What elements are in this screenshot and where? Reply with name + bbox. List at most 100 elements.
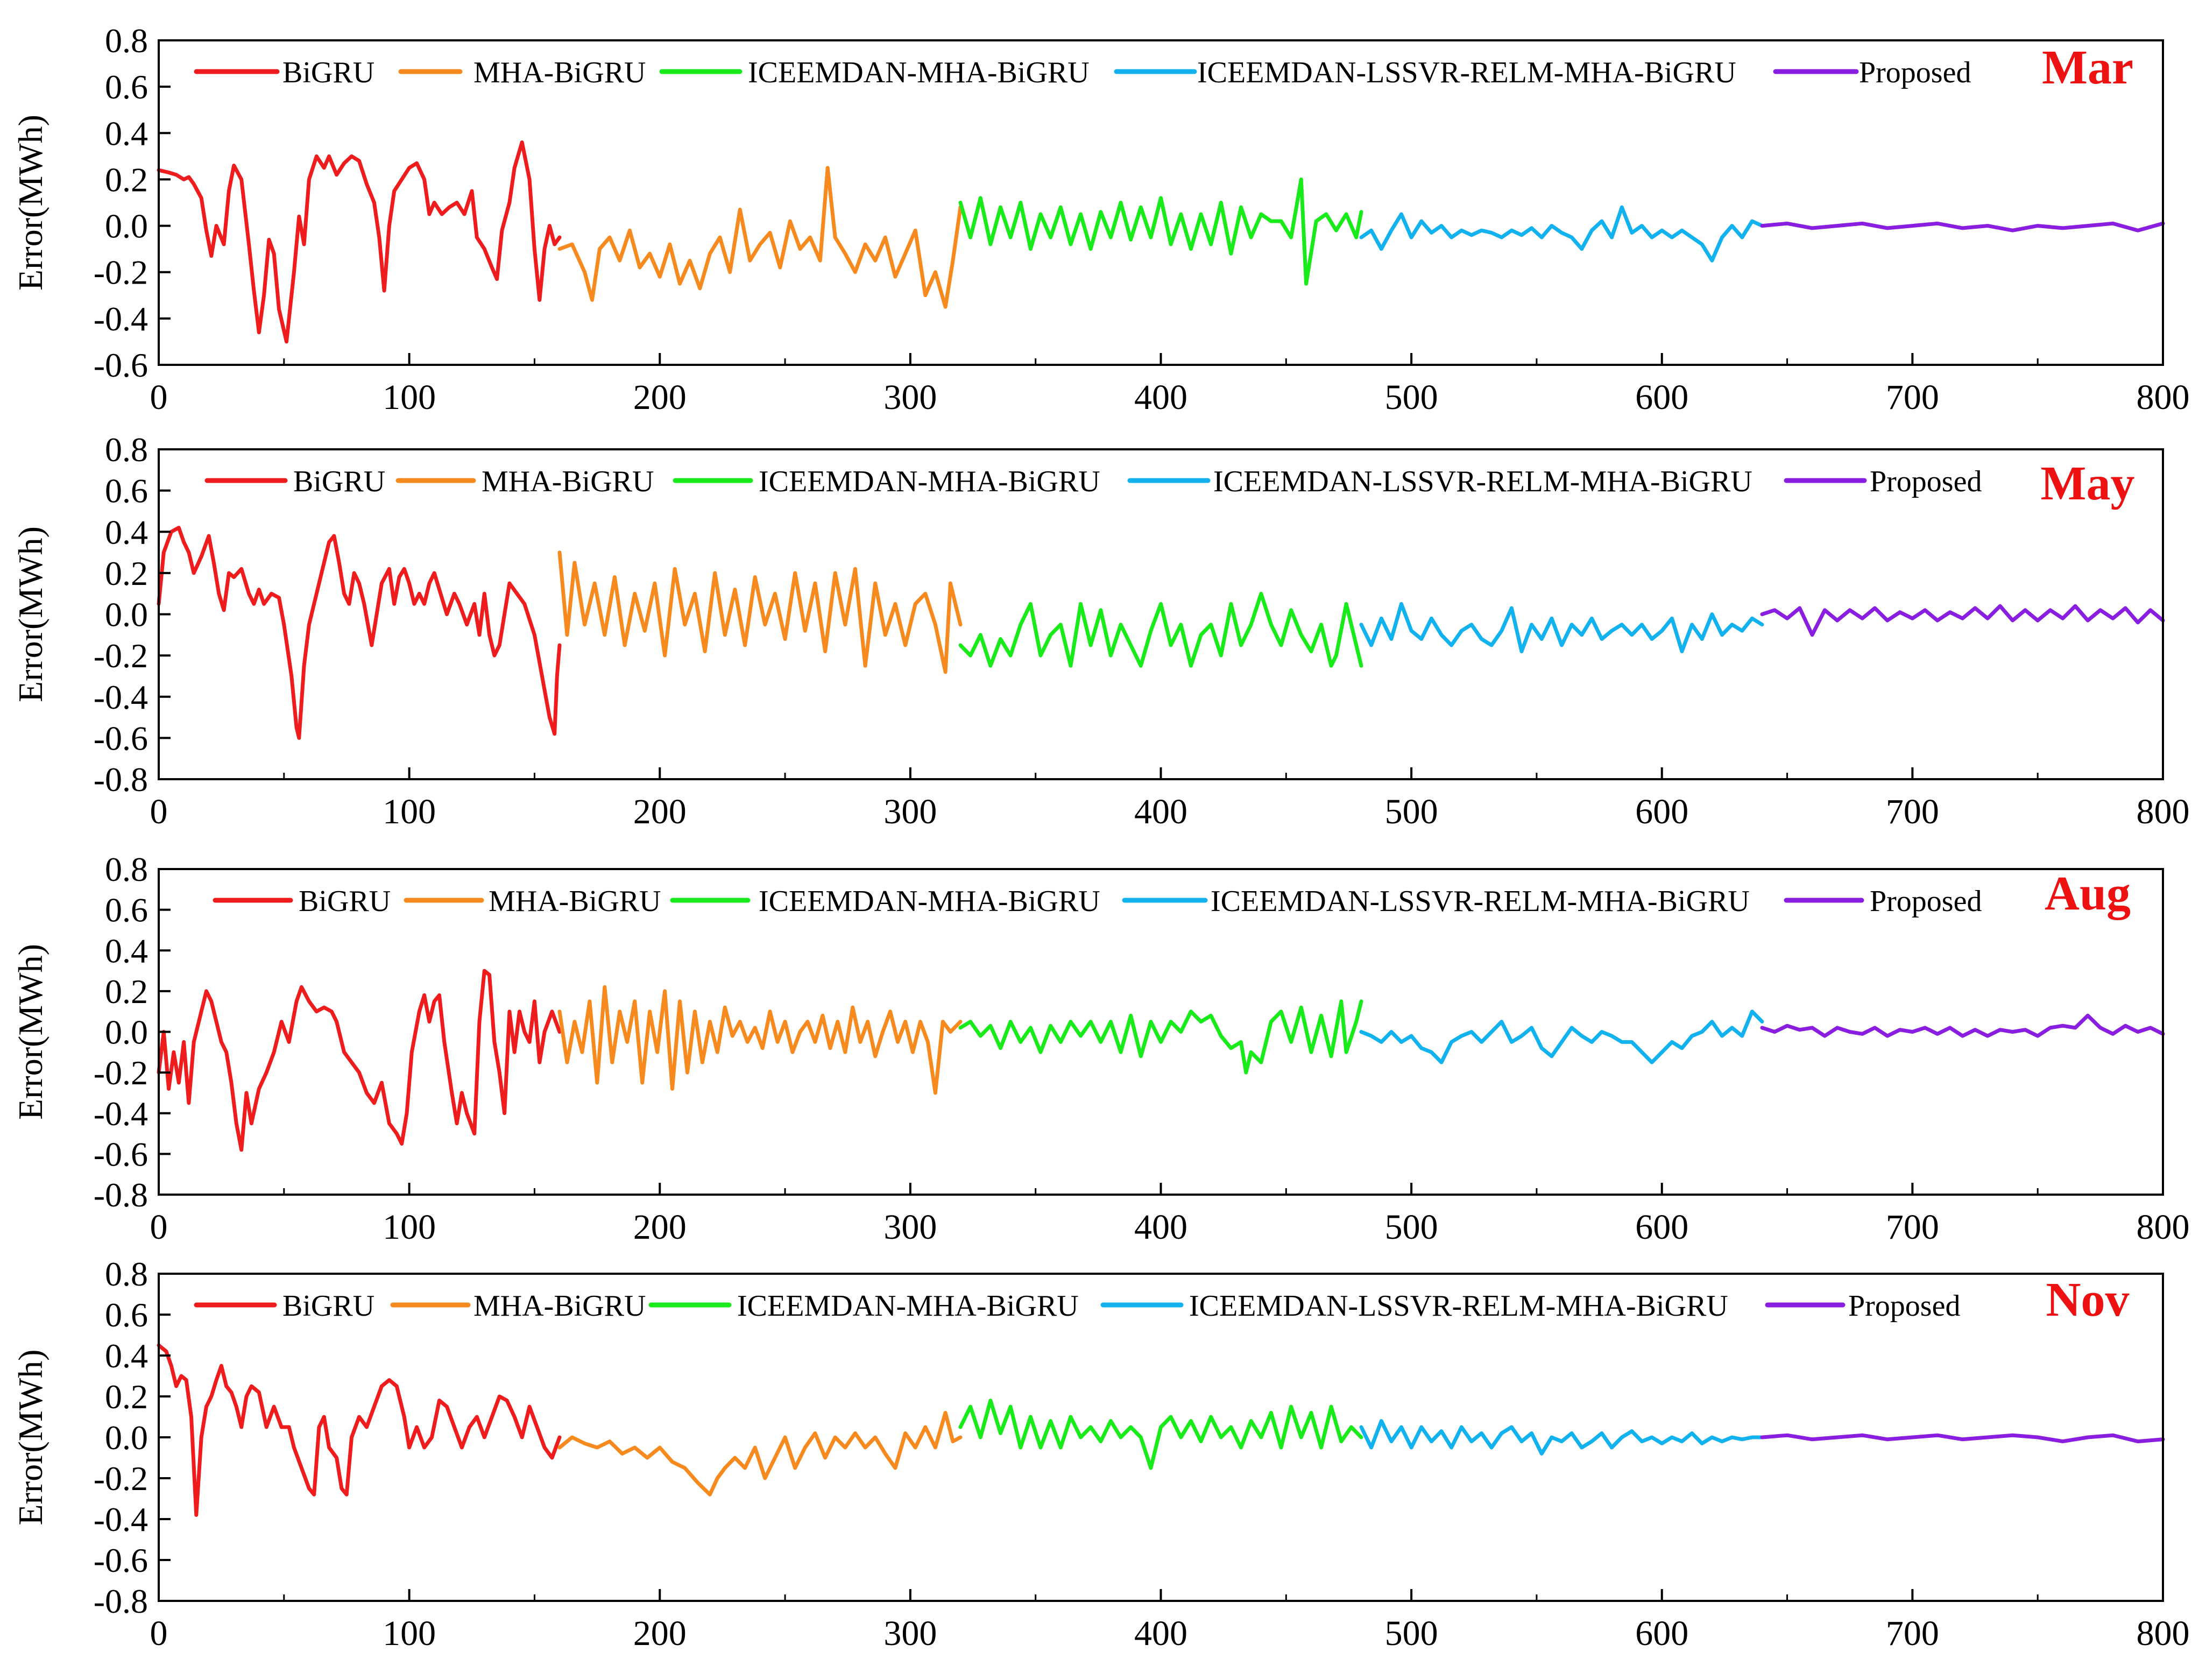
y-tick-label: 0.4 [105,114,148,152]
y-tick-label: -0.8 [94,1582,148,1620]
series-line-iceemdan-lssvr-relm-mha-bigru [1359,205,1764,263]
legend-item-iceemdan-mha-bigru: ICEEMDAN-MHA-BiGRU [670,885,1100,918]
x-tick-label: 500 [1385,1208,1438,1247]
series-line-bigru [157,1343,562,1517]
x-tick-label: 800 [2137,378,2190,417]
y-tick-label: 0.4 [105,1337,148,1375]
legend-label: ICEEMDAN-LSSVR-RELM-MHA-BiGRU [1211,885,1750,918]
chart-title: Aug [2045,867,2131,920]
legend-item-bigru: BiGRU [194,56,374,89]
series-line-mha-bigru [557,1410,963,1497]
series-line-iceemdan-mha-bigru [958,1399,1363,1470]
y-tick-label: 0.8 [105,1255,148,1293]
x-tick-label: 700 [1886,1208,1939,1247]
legend-item-iceemdan-mha-bigru: ICEEMDAN-MHA-BiGRU [648,1289,1079,1323]
y-tick-label: -0.6 [94,1541,148,1579]
chart-title: Mar [2042,41,2133,94]
x-tick-label: 800 [2137,792,2190,831]
chart-title: Nov [2046,1273,2130,1326]
series-line-proposed [1760,604,2165,637]
series-line-mha-bigru [557,550,963,674]
legend-item-iceemdan-lssvr-relm-mha-bigru: ICEEMDAN-LSSVR-RELM-MHA-BiGRU [1122,885,1750,918]
x-tick-label: 300 [883,792,937,831]
legend-item-mha-bigru: MHA-BiGRU [398,56,646,89]
legend-label: BiGRU [299,885,391,918]
legend-item-iceemdan-mha-bigru: ICEEMDAN-MHA-BiGRU [659,56,1090,89]
series-line-iceemdan-lssvr-relm-mha-bigru [1359,1010,1764,1064]
x-tick-label: 200 [633,1208,687,1247]
legend-label: Proposed [1870,465,1982,498]
legend-item-bigru: BiGRU [194,1289,374,1323]
x-tick-label: 600 [1635,792,1688,831]
x-tick-label: 100 [383,1208,436,1247]
y-tick-label: -0.2 [94,637,148,675]
legend-item-iceemdan-lssvr-relm-mha-bigru: ICEEMDAN-LSSVR-RELM-MHA-BiGRU [1100,1289,1728,1323]
legend-item-proposed: Proposed [1773,56,1971,89]
legend-label: MHA-BiGRU [473,1289,646,1323]
series-line-iceemdan-mha-bigru [958,177,1363,286]
x-tick-label: 800 [2137,1208,2190,1247]
legend-label: ICEEMDAN-LSSVR-RELM-MHA-BiGRU [1213,465,1752,498]
x-tick-label: 0 [150,1208,168,1247]
legend-label: ICEEMDAN-MHA-BiGRU [737,1289,1079,1323]
series-line-bigru [157,140,562,344]
series-line-bigru [157,526,562,740]
y-tick-label: 0.8 [105,850,148,888]
y-tick-label: 0.6 [105,68,148,106]
y-tick-label: -0.4 [94,300,148,338]
legend-label: ICEEMDAN-MHA-BiGRU [759,465,1100,498]
legend-label: Proposed [1848,1289,1960,1323]
y-tick-label: 0.2 [105,554,148,592]
y-tick-label: 0.6 [105,1296,148,1334]
legend-item-mha-bigru: MHA-BiGRU [404,885,661,918]
legend-item-mha-bigru: MHA-BiGRU [395,465,654,498]
y-tick-label: -0.8 [94,1176,148,1214]
x-tick-label: 400 [1134,378,1187,417]
y-tick-label: 0.6 [105,891,148,929]
y-tick-label: -0.4 [94,678,148,716]
y-tick-label: -0.8 [94,760,148,799]
series-line-iceemdan-lssvr-relm-mha-bigru [1359,1419,1764,1456]
x-tick-label: 500 [1385,1614,1438,1653]
x-tick-label: 300 [883,1614,937,1653]
x-tick-label: 600 [1635,1208,1688,1247]
y-tick-label: -0.6 [94,346,148,384]
y-tick-label: 0.2 [105,1378,148,1416]
y-tick-label: -0.4 [94,1095,148,1133]
x-tick-label: 100 [383,1614,436,1653]
legend-item-proposed: Proposed [1784,465,1982,498]
y-tick-label: -0.2 [94,1054,148,1092]
x-tick-label: 200 [633,792,687,831]
y-tick-label: 0.2 [105,160,148,199]
series-line-mha-bigru [557,166,963,309]
x-tick-label: 0 [150,378,168,417]
y-tick-label: -0.2 [94,253,148,292]
legend-item-bigru: BiGRU [213,885,391,918]
legend: BiGRU MHA-BiGRU ICEEMDAN-MHA-BiGRU ICEEMDAN… [194,1289,1960,1323]
legend-label: ICEEMDAN-MHA-BiGRU [748,56,1090,89]
x-tick-label: 200 [633,378,687,417]
x-tick-label: 400 [1134,1208,1187,1247]
legend-label: MHA-BiGRU [489,885,661,918]
y-tick-label: -0.6 [94,719,148,757]
x-tick-label: 100 [383,378,436,417]
x-tick-label: 0 [150,792,168,831]
y-tick-label: 0.0 [105,207,148,245]
series-line-proposed [1760,221,2165,232]
legend-label: Proposed [1859,56,1971,89]
x-tick-label: 500 [1385,792,1438,831]
x-tick-label: 300 [883,1208,937,1247]
legend-item-iceemdan-lssvr-relm-mha-bigru: ICEEMDAN-LSSVR-RELM-MHA-BiGRU [1114,56,1736,89]
y-axis-label: Error(MWh) [11,1350,50,1526]
x-tick-label: 600 [1635,378,1688,417]
x-tick-label: 300 [883,378,937,417]
legend-item-mha-bigru: MHA-BiGRU [390,1289,646,1323]
x-tick-label: 700 [1886,1614,1939,1653]
legend-label: ICEEMDAN-LSSVR-RELM-MHA-BiGRU [1189,1289,1728,1323]
y-tick-label: 0.4 [105,513,148,551]
chart-title: May [2041,457,2135,510]
legend-item-iceemdan-lssvr-relm-mha-bigru: ICEEMDAN-LSSVR-RELM-MHA-BiGRU [1127,465,1752,498]
x-tick-label: 400 [1134,1614,1187,1653]
x-tick-label: 700 [1886,378,1939,417]
